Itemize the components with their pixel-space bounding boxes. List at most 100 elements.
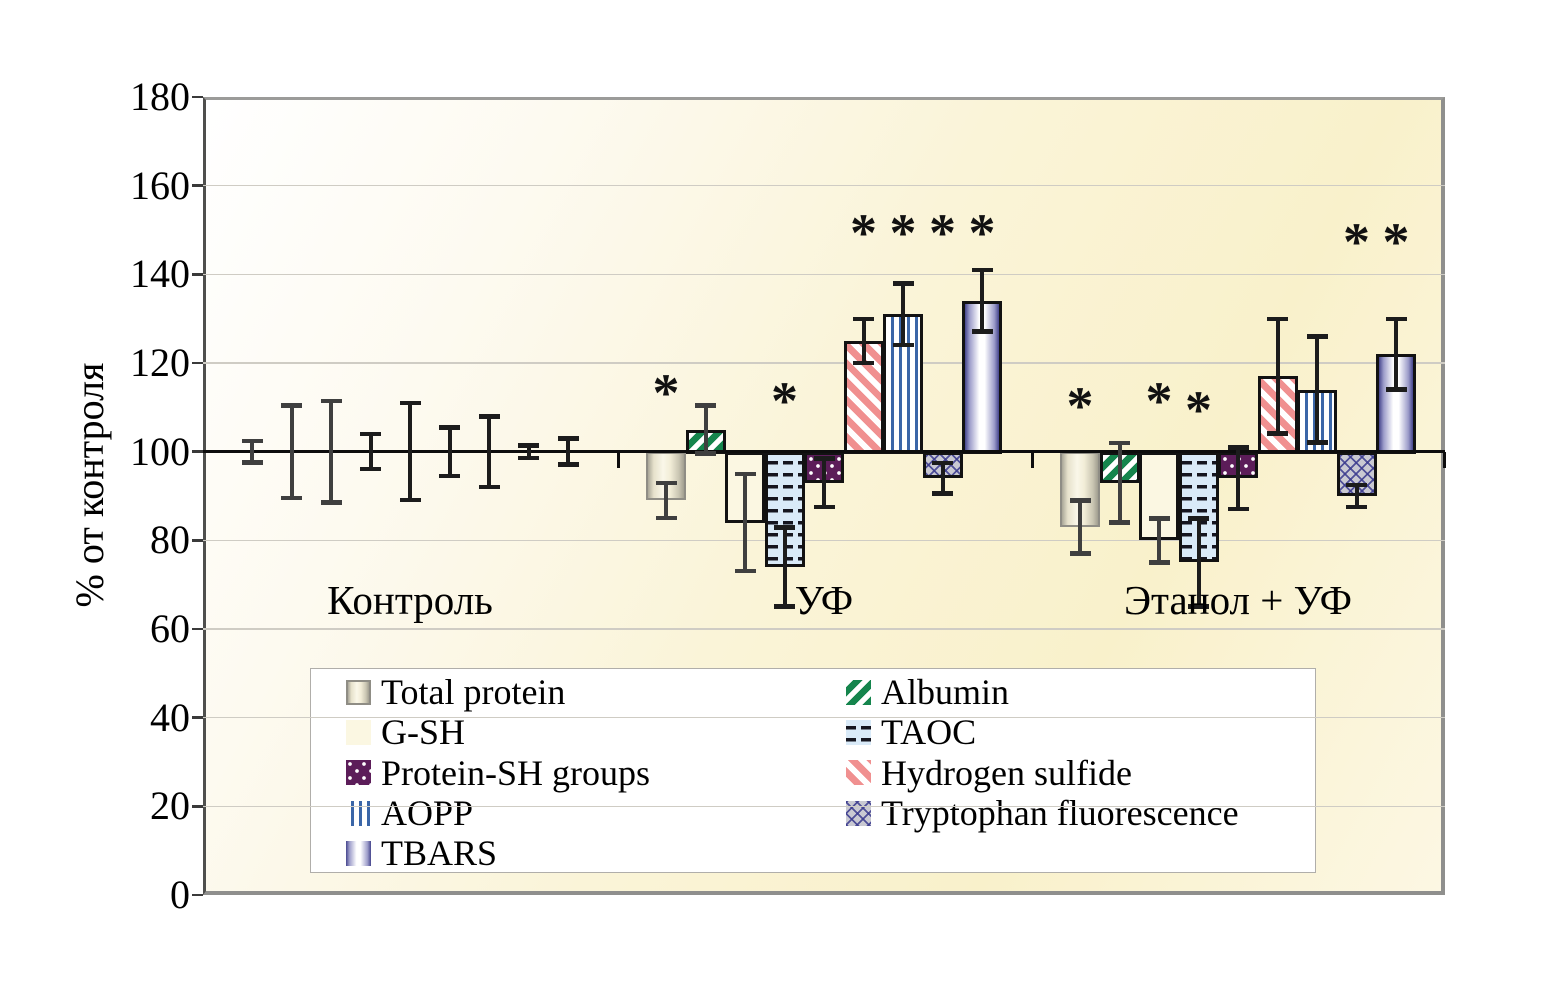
error-cap-bottom-g-sh-group-2 [1148, 560, 1170, 565]
significance-star-aopp-group-1: * [889, 203, 917, 263]
legend-column-left: Total protein G-SH Protein-SH groups AOPP TB… [346, 672, 650, 873]
error-cap-top-tbars-group-0 [557, 436, 579, 441]
error-cap-top-albumin-group-1 [695, 403, 716, 408]
error-bar-tryptophan-fluorescence-group-1 [940, 462, 945, 494]
error-cap-top-total-protein-group-0 [241, 438, 263, 444]
error-bar-albumin-group-1 [703, 405, 708, 454]
error-bar-hydrogen-sulfide-group-1 [861, 318, 866, 363]
gridline-140 [203, 273, 1445, 276]
error-bar-aopp-group-2 [1315, 336, 1319, 443]
significance-star-tbars-group-2: * [1382, 211, 1410, 272]
error-cap-top-aopp-group-0 [478, 414, 500, 419]
legend-swatch-taoc [846, 719, 871, 745]
y-tick-20 [192, 805, 203, 808]
error-cap-bottom-tbars-group-2 [1385, 387, 1407, 392]
y-tick-80 [192, 539, 203, 542]
legend-label-taoc: TAOC [881, 712, 977, 753]
significance-star-hydrogen-sulfide-group-1: * [850, 203, 877, 263]
error-cap-bottom-tbars-group-0 [557, 462, 579, 467]
y-tick-label-80: 80 [150, 517, 190, 563]
significance-star-tryptophan-fluorescence-group-1: * [929, 203, 956, 263]
error-bar-total-protein-group-2 [1078, 500, 1082, 554]
y-tick-100 [192, 450, 203, 453]
error-cap-top-albumin-group-2 [1109, 440, 1130, 446]
significance-star-tryptophan-fluorescence-group-2: * [1343, 211, 1370, 272]
category-separator-1 [1031, 451, 1034, 468]
gridline-120 [203, 362, 1445, 364]
error-bar-aopp-group-0 [487, 416, 491, 488]
category-separator-0 [617, 451, 620, 468]
error-cap-top-taoc-group-2 [1188, 516, 1209, 521]
error-cap-top-tbars-group-2 [1385, 316, 1407, 322]
y-tick-0 [192, 893, 203, 897]
legend-label-albumin: Albumin [881, 672, 1010, 713]
error-bar-taoc-group-2 [1196, 518, 1201, 607]
gridline-40 [203, 716, 1445, 719]
error-cap-bottom-hydrogen-sulfide-group-1 [853, 360, 874, 365]
gridline-60 [203, 628, 1445, 630]
error-cap-bottom-total-protein-group-2 [1069, 551, 1091, 556]
error-bar-g-sh-group-0 [329, 400, 333, 503]
error-bar-protein-sh-groups-group-0 [408, 402, 412, 501]
gridline-20 [203, 805, 1445, 808]
error-bar-albumin-group-0 [289, 405, 294, 499]
error-cap-top-taoc-group-0 [360, 431, 381, 437]
error-bar-tbars-group-0 [566, 438, 570, 465]
error-cap-bottom-taoc-group-2 [1188, 604, 1209, 609]
error-cap-top-protein-sh-groups-group-2 [1227, 445, 1249, 450]
baseline-100 [203, 449, 1445, 454]
bar-taoc-group-1 [764, 451, 805, 567]
legend-swatch-protein-sh-groups [346, 760, 371, 786]
y-tick-60 [192, 627, 203, 631]
error-cap-bottom-total-protein-group-0 [241, 460, 263, 465]
error-cap-top-hydrogen-sulfide-group-2 [1267, 316, 1288, 322]
error-cap-bottom-g-sh-group-0 [320, 500, 342, 505]
y-tick-label-140: 140 [130, 251, 190, 297]
error-cap-bottom-taoc-group-0 [360, 466, 381, 472]
error-bar-tryptophan-fluorescence-group-0 [526, 445, 531, 459]
error-bar-g-sh-group-2 [1157, 518, 1161, 563]
significance-star-total-protein-group-1: * [652, 362, 680, 423]
error-bar-hydrogen-sulfide-group-2 [1275, 318, 1280, 434]
error-cap-top-g-sh-group-1 [734, 471, 756, 477]
legend-swatch-tbars [346, 840, 371, 866]
legend-label-g-sh: G-SH [381, 712, 466, 753]
legend-label-tbars: TBARS [381, 833, 498, 874]
error-cap-top-protein-sh-groups-group-1 [813, 456, 835, 461]
error-cap-bottom-protein-sh-groups-group-1 [813, 504, 835, 510]
error-bar-albumin-group-2 [1117, 442, 1122, 523]
error-cap-bottom-hydrogen-sulfide-group-2 [1267, 431, 1288, 436]
y-tick-label-120: 120 [130, 340, 190, 385]
error-cap-top-total-protein-group-1 [655, 480, 677, 486]
error-bar-aopp-group-1 [901, 283, 905, 346]
y-tick-label-20: 20 [150, 783, 190, 829]
legend-item-hydrogen-sulfide: Hydrogen sulfide [846, 753, 1239, 793]
gridline-160 [203, 184, 1445, 187]
y-tick-160 [192, 184, 203, 187]
error-cap-top-total-protein-group-2 [1069, 498, 1091, 503]
error-cap-bottom-aopp-group-1 [892, 342, 914, 348]
error-cap-top-aopp-group-1 [892, 281, 914, 286]
error-cap-bottom-albumin-group-0 [281, 495, 302, 501]
legend-item-protein-sh-groups: Protein-SH groups [346, 753, 650, 793]
y-tick-label-40: 40 [150, 694, 190, 740]
legend-column-right: Albumin TAOC Hydrogen sulfide Tryptophan fl… [846, 672, 1239, 833]
error-cap-top-protein-sh-groups-group-0 [399, 400, 421, 406]
legend-label-protein-sh-groups: Protein-SH groups [381, 752, 650, 793]
y-tick-140 [192, 273, 203, 276]
legend-swatch-albumin [846, 679, 871, 705]
legend-label-total-protein: Total protein [381, 672, 566, 713]
legend-swatch-total-protein [346, 679, 371, 705]
error-bar-tbars-group-1 [980, 269, 984, 332]
legend-item-aopp: AOPP [346, 793, 650, 833]
error-bar-g-sh-group-1 [743, 473, 747, 572]
error-cap-top-g-sh-group-0 [320, 398, 342, 404]
error-cap-bottom-tryptophan-fluorescence-group-2 [1346, 504, 1367, 510]
category-label-2: Этанол + УФ [1123, 577, 1353, 624]
legend-swatch-aopp [346, 800, 371, 826]
error-cap-top-hydrogen-sulfide-group-1 [853, 316, 874, 322]
y-tick-label-160: 160 [130, 162, 190, 208]
error-cap-bottom-hydrogen-sulfide-group-0 [439, 473, 460, 479]
significance-star-g-sh-group-2: * [1145, 371, 1173, 432]
